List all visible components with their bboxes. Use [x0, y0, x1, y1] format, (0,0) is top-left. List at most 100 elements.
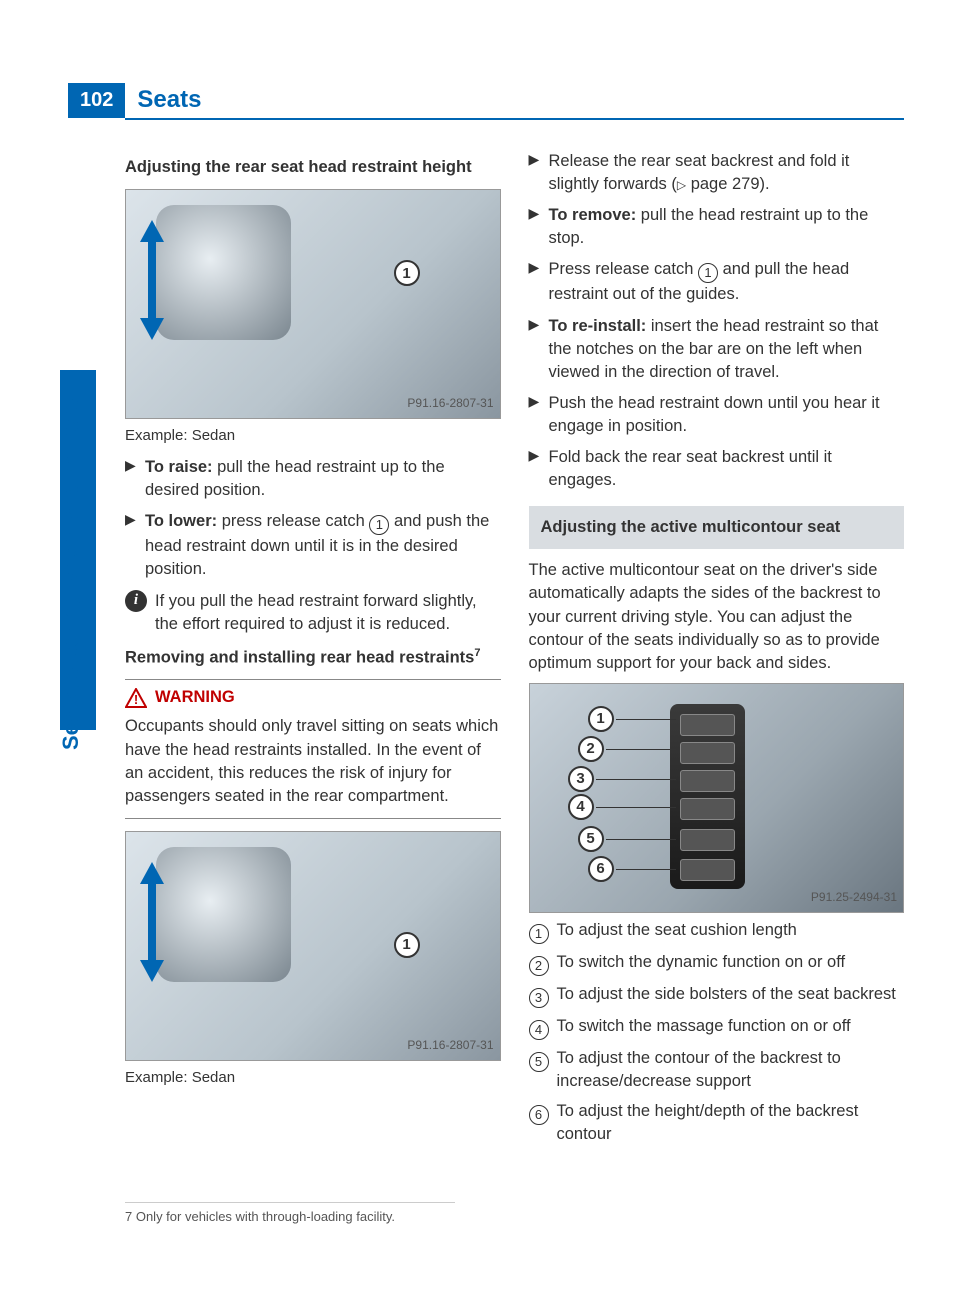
leader-line: [596, 807, 676, 809]
legend-item-4: 4 To switch the massage function on or o…: [529, 1015, 905, 1040]
step-press-catch: ▶ Press release catch 1 and pull the hea…: [529, 258, 905, 306]
legend-num-3: 3: [529, 988, 549, 1008]
arrow-stem: [148, 882, 156, 962]
footnote: 7 Only for vehicles with through-loading…: [125, 1202, 455, 1224]
step-fold-back: ▶ Fold back the rear seat backrest until…: [529, 446, 905, 492]
content-area: Adjusting the rear seat head restraint h…: [125, 150, 904, 1234]
triangle-icon: ▶: [125, 456, 145, 502]
figure-caption: Example: Sedan: [125, 1067, 501, 1088]
header-rule: [125, 118, 904, 120]
legend-item-2: 2 To switch the dynamic function on or o…: [529, 951, 905, 976]
callout-1: 1: [394, 932, 420, 958]
callout-1: 1: [394, 260, 420, 286]
legend-list: 1 To adjust the seat cushion length 2 To…: [529, 919, 905, 1147]
ref-circle-1: 1: [698, 263, 718, 283]
legend-item-1: 1 To adjust the seat cushion length: [529, 919, 905, 944]
warning-label: WARNING: [155, 686, 235, 709]
footnote-ref: 7: [474, 647, 480, 659]
page-ref-icon: ▷: [677, 178, 686, 192]
arrow-up-icon: [140, 862, 164, 884]
svg-text:!: !: [134, 692, 138, 707]
headrest-shape: [156, 847, 291, 982]
step-lower: ▶ To lower: press release catch 1 and pu…: [125, 510, 501, 581]
section-heading-multicontour: Adjusting the active multicontour seat: [529, 506, 905, 549]
leader-line: [596, 779, 676, 781]
callout-6: 6: [588, 856, 614, 882]
left-column: Adjusting the rear seat head restraint h…: [125, 150, 501, 1234]
legend-item-6: 6 To adjust the height/depth of the back…: [529, 1100, 905, 1146]
figure-code: P91.16-2807-31: [407, 395, 493, 412]
page-title: Seats: [137, 86, 201, 114]
instruction-list-right: ▶ Release the rear seat backrest and fol…: [529, 150, 905, 492]
legend-text-5: To adjust the contour of the backrest to…: [557, 1047, 905, 1093]
leader-line: [616, 719, 676, 721]
triangle-icon: ▶: [529, 446, 549, 492]
button-row: [680, 859, 735, 881]
heading-remove-install: Removing and installing rear head restra…: [125, 646, 501, 670]
legend-text-2: To switch the dynamic function on or off: [557, 951, 846, 976]
text-lower-a: press release catch: [217, 512, 369, 530]
info-note: i If you pull the head restraint forward…: [125, 590, 501, 636]
label-raise: To raise:: [145, 458, 213, 476]
arrow-stem: [148, 240, 156, 320]
step-push-down: ▶ Push the head restraint down until you…: [529, 392, 905, 438]
label-remove: To remove:: [549, 206, 637, 224]
triangle-icon: ▶: [125, 510, 145, 581]
step1-text-b: page 279).: [686, 175, 769, 193]
heading-adjust-rear-head-restraint: Adjusting the rear seat head restraint h…: [125, 156, 501, 179]
multicontour-intro: The active multicontour seat on the driv…: [529, 559, 905, 674]
step5-text: Push the head restraint down until you h…: [549, 392, 905, 438]
leader-line: [606, 749, 676, 751]
warning-box: ! WARNING Occupants should only travel s…: [125, 679, 501, 818]
arrow-up-icon: [140, 220, 164, 242]
figure-code: P91.25-2494-31: [811, 889, 897, 906]
warning-triangle-icon: !: [125, 688, 147, 708]
button-row: [680, 714, 735, 736]
step3-text-a: Press release catch: [549, 260, 698, 278]
figure-caption: Example: Sedan: [125, 425, 501, 446]
legend-num-1: 1: [529, 924, 549, 944]
instruction-list: ▶ To raise: pull the head restraint up t…: [125, 456, 501, 581]
info-text: If you pull the head restraint forward s…: [155, 590, 501, 636]
button-row: [680, 770, 735, 792]
triangle-icon: ▶: [529, 258, 549, 306]
page-number: 102: [68, 83, 125, 118]
callout-3: 3: [568, 766, 594, 792]
callout-1: 1: [588, 706, 614, 732]
callout-4: 4: [568, 794, 594, 820]
button-row: [680, 742, 735, 764]
step-release-backrest: ▶ Release the rear seat backrest and fol…: [529, 150, 905, 196]
legend-item-3: 3 To adjust the side bolsters of the sea…: [529, 983, 905, 1008]
label-reinstall: To re-install:: [549, 317, 647, 335]
ref-circle-1: 1: [369, 515, 389, 535]
label-lower: To lower:: [145, 512, 217, 530]
triangle-icon: ▶: [529, 150, 549, 196]
figure-multicontour-seat: 1 2 3 4 5 6 P91.25-2494-31: [529, 683, 905, 913]
chapter-label: Seats, steering wheel and mirrors: [58, 398, 84, 750]
legend-item-5: 5 To adjust the contour of the backrest …: [529, 1047, 905, 1093]
legend-num-4: 4: [529, 1020, 549, 1040]
button-row: [680, 829, 735, 851]
warning-heading: ! WARNING: [125, 686, 501, 709]
step-raise: ▶ To raise: pull the head restraint up t…: [125, 456, 501, 502]
legend-text-6: To adjust the height/depth of the backre…: [557, 1100, 905, 1146]
triangle-icon: ▶: [529, 315, 549, 384]
callout-5: 5: [578, 826, 604, 852]
legend-text-4: To switch the massage function on or off: [557, 1015, 851, 1040]
heading-remove-install-text: Removing and installing rear head restra…: [125, 648, 474, 666]
figure-head-restraint-adjust: 1 P91.16-2807-31: [125, 189, 501, 419]
legend-text-1: To adjust the seat cushion length: [557, 919, 797, 944]
headrest-shape: [156, 205, 291, 340]
arrow-down-icon: [140, 960, 164, 982]
triangle-icon: ▶: [529, 392, 549, 438]
legend-num-6: 6: [529, 1105, 549, 1125]
callout-2: 2: [578, 736, 604, 762]
leader-line: [606, 839, 676, 841]
info-icon: i: [125, 590, 147, 612]
button-row: [680, 798, 735, 820]
warning-text: Occupants should only travel sitting on …: [125, 715, 501, 807]
step-remove: ▶ To remove: pull the head restraint up …: [529, 204, 905, 250]
step-reinstall: ▶ To re-install: insert the head restrai…: [529, 315, 905, 384]
legend-num-2: 2: [529, 956, 549, 976]
arrow-down-icon: [140, 318, 164, 340]
